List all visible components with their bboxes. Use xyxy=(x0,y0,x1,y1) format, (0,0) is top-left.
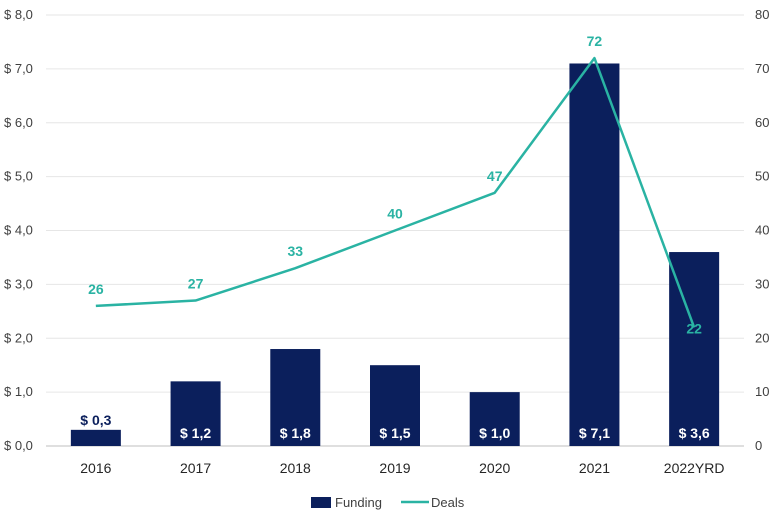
left-tick-label: $ 0,0 xyxy=(4,438,33,453)
right-tick-label: 70 xyxy=(755,61,769,76)
right-tick-label: 10 xyxy=(755,384,769,399)
x-tick-label: 2021 xyxy=(579,460,610,476)
right-tick-label: 60 xyxy=(755,115,769,130)
deals-line xyxy=(95,56,696,328)
legend-funding-label: Funding xyxy=(335,495,382,510)
left-tick-label: $ 2,0 xyxy=(4,330,33,345)
funding-data-label: $ 1,8 xyxy=(280,425,311,441)
funding-data-label: $ 3,6 xyxy=(679,425,710,441)
deals-data-label: 72 xyxy=(587,33,603,49)
x-tick-label: 2018 xyxy=(280,460,311,476)
legend-funding-swatch xyxy=(311,497,331,508)
right-tick-label: 20 xyxy=(755,330,769,345)
funding-bar xyxy=(270,349,321,446)
x-tick-label: 2022YRD xyxy=(664,460,725,476)
x-tick-label: 2020 xyxy=(479,460,510,476)
deals-data-label: 26 xyxy=(88,281,104,297)
deals-data-label: 22 xyxy=(686,320,702,336)
funding-bar xyxy=(469,392,520,446)
funding-data-label: $ 1,5 xyxy=(379,425,410,441)
left-tick-label: $ 1,0 xyxy=(4,384,33,399)
funding-data-label: $ 1,0 xyxy=(479,425,510,441)
x-tick-label: 2016 xyxy=(80,460,111,476)
x-tick-label: 2017 xyxy=(180,460,211,476)
funding-data-labels: $ 0,3 $ 1,2 $ 1,8 $ 1,5 $ 1,0 $ 7,1 $ 3,6 xyxy=(80,412,710,441)
funding-data-label: $ 0,3 xyxy=(80,412,111,428)
funding-bar xyxy=(170,381,221,446)
left-tick-label: $ 3,0 xyxy=(4,276,33,291)
right-tick-label: 30 xyxy=(755,276,769,291)
deals-data-label: 27 xyxy=(188,276,204,292)
funding-bar xyxy=(70,429,121,446)
right-tick-label: 50 xyxy=(755,169,769,184)
funding-bar xyxy=(569,63,620,447)
deals-data-label: 47 xyxy=(487,168,503,184)
left-tick-label: $ 7,0 xyxy=(4,61,33,76)
deals-data-labels: 26 27 33 40 47 72 22 xyxy=(88,33,702,336)
legend-deals-label: Deals xyxy=(431,495,465,510)
left-tick-label: $ 8,0 xyxy=(4,7,33,22)
x-tick-label: 2019 xyxy=(379,460,410,476)
left-tick-label: $ 4,0 xyxy=(4,223,33,238)
funding-bar xyxy=(370,365,420,446)
left-tick-label: $ 5,0 xyxy=(4,169,33,184)
right-axis-ticks: 0 10 20 30 40 50 60 70 80 xyxy=(755,7,769,453)
funding-data-label: $ 1,2 xyxy=(180,425,211,441)
left-tick-label: $ 6,0 xyxy=(4,115,33,130)
right-tick-label: 80 xyxy=(755,7,769,22)
funding-bars xyxy=(70,63,720,447)
legend: Funding Deals xyxy=(311,495,465,510)
left-axis-ticks: $ 0,0 $ 1,0 $ 2,0 $ 3,0 $ 4,0 $ 5,0 $ 6,0 $ 7,0… xyxy=(4,7,33,453)
right-tick-label: 0 xyxy=(755,438,762,453)
deals-data-label: 33 xyxy=(287,243,303,259)
right-tick-label: 40 xyxy=(755,223,769,238)
deals-data-label: 40 xyxy=(387,206,403,222)
x-axis-ticks: 2016 2017 2018 2019 2020 2021 2022YRD xyxy=(80,460,724,476)
funding-data-label: $ 7,1 xyxy=(579,425,610,441)
